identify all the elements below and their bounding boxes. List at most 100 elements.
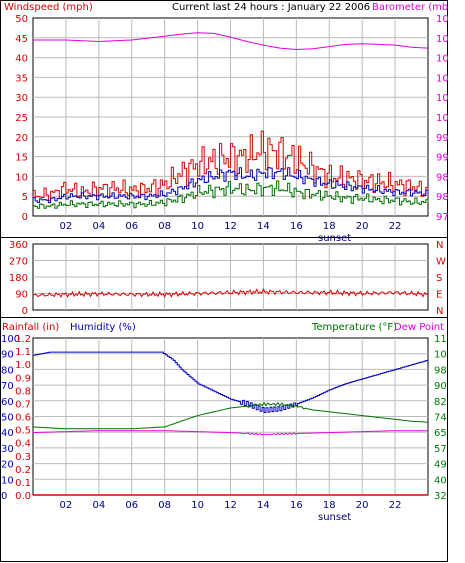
- p3-xtick: 18: [323, 500, 336, 511]
- p1-xtick: 06: [125, 221, 138, 232]
- p3-xtick: 04: [92, 500, 105, 511]
- p1-ytick-left: 15: [15, 153, 28, 164]
- p3-ytick-rain: 0.3: [15, 452, 31, 463]
- windspeed-axis-label: Windspeed (mph): [4, 2, 93, 13]
- panel-3-frame: [0, 317, 448, 562]
- p3-ytick-temp: 65: [434, 428, 447, 439]
- p1-xtick: 10: [191, 221, 204, 232]
- sunset-label-top: sunset: [318, 233, 351, 244]
- p1-series-blue: [33, 167, 429, 204]
- p1-ytick-left: 50: [15, 14, 28, 25]
- chart-title: Current last 24 hours : January 22 2006: [172, 2, 370, 13]
- p3-ytick-humidity: 70: [1, 381, 14, 392]
- p1-ytick-right: 991: [436, 153, 455, 164]
- p1-ytick-right: 975: [436, 212, 455, 223]
- p1-ytick-left: 0: [22, 212, 28, 223]
- p3-ytick-temp: 90: [434, 381, 447, 392]
- p2-series-wind-direction: [32, 288, 429, 298]
- p2-ytick-left: 90: [15, 290, 28, 301]
- p2-ytick-right: E: [436, 290, 442, 301]
- p3-ytick-temp: 82: [434, 397, 447, 408]
- p3-ytick-humidity: 60: [1, 397, 14, 408]
- p1-xtick: 02: [60, 221, 73, 232]
- p1-series-green: [33, 180, 429, 209]
- p2-ytick-right: S: [436, 273, 442, 284]
- p1-ytick-left: 5: [22, 192, 28, 203]
- p1-ytick-right: 997: [436, 133, 455, 144]
- p3-ytick-rain: 0.0: [15, 491, 31, 502]
- p3-xtick: 10: [191, 500, 204, 511]
- p2-ytick-right: W: [436, 257, 446, 268]
- p3-ytick-temp: 57: [434, 444, 447, 455]
- p3-ytick-humidity: 50: [1, 413, 14, 424]
- p3-series-humidity-blue: [33, 351, 429, 413]
- p3-ytick-rain: 0.4: [15, 439, 31, 450]
- p3-ytick-humidity: 0: [1, 491, 7, 502]
- p3-ytick-humidity: 40: [1, 428, 14, 439]
- temperature-axis-label: Temperature (°F): [311, 322, 397, 333]
- p3-ytick-humidity: 80: [1, 365, 14, 376]
- p3-ytick-humidity: 20: [1, 460, 14, 471]
- barometer-axis-label: Barometer (mb): [372, 2, 452, 13]
- p3-ytick-temp: 98: [434, 365, 447, 376]
- p1-xtick: 14: [257, 221, 270, 232]
- rainfall-axis-label: Rainfall (in): [2, 322, 59, 333]
- p3-ytick-temp: 32: [434, 491, 447, 502]
- p1-xtick: 22: [389, 221, 402, 232]
- p3-ytick-rain: 0.6: [15, 413, 31, 424]
- p3-ytick-temp: 107: [434, 350, 453, 361]
- p3-xtick: 14: [257, 500, 270, 511]
- p2-ytick-left: 270: [9, 257, 28, 268]
- p1-ytick-left: 10: [15, 172, 28, 183]
- p2-ytick-right: N: [436, 306, 443, 317]
- series-layer: [32, 32, 429, 496]
- p1-xtick: 12: [224, 221, 237, 232]
- p3-xtick: 12: [224, 500, 237, 511]
- sunset-label-bottom: sunset: [318, 512, 351, 523]
- p3-ytick-rain: 0.9: [15, 373, 31, 384]
- p1-xtick: 04: [92, 221, 105, 232]
- p1-ytick-left: 25: [15, 113, 28, 124]
- p3-ytick-humidity: 30: [1, 444, 14, 455]
- humidity-axis-label: Humidity (%): [70, 322, 136, 333]
- p1-xtick: 08: [158, 221, 171, 232]
- p3-ytick-rain: 0.7: [15, 399, 31, 410]
- p3-ytick-rain: 0.1: [15, 478, 31, 489]
- p3-ytick-humidity: 90: [1, 350, 14, 361]
- p3-xtick: 20: [356, 500, 369, 511]
- p1-ytick-left: 40: [15, 54, 28, 65]
- p3-ytick-rain: 1.0: [15, 360, 31, 371]
- p1-ytick-left: 45: [15, 34, 28, 45]
- p3-xtick: 08: [158, 500, 171, 511]
- p3-ytick-rain: 0.8: [15, 386, 31, 397]
- p3-xtick: 06: [125, 500, 138, 511]
- p1-ytick-right: 980: [436, 192, 455, 203]
- p3-ytick-temp: 74: [434, 413, 447, 424]
- p1-xtick: 20: [356, 221, 369, 232]
- p1-xtick: 16: [290, 221, 303, 232]
- p3-ytick-rain: 1.2: [15, 334, 31, 345]
- window-right-edge: [448, 0, 465, 563]
- p3-xtick: 16: [290, 500, 303, 511]
- p3-ytick-rain: 0.5: [15, 426, 31, 437]
- p1-ytick-left: 35: [15, 73, 28, 84]
- grid-layer: [33, 18, 428, 495]
- p2-ytick-left: 360: [9, 240, 28, 251]
- tick-layer: 0510152025303540455097598098699199710021…: [1, 14, 461, 511]
- dewpoint-axis-label: Dew Point: [394, 322, 444, 333]
- p1-xtick: 18: [323, 221, 336, 232]
- p3-ytick-humidity: 100: [1, 334, 20, 345]
- p1-ytick-right: 986: [436, 172, 455, 183]
- p3-ytick-temp: 49: [434, 460, 447, 471]
- p2-ytick-left: 0: [22, 306, 28, 317]
- p1-ytick-left: 20: [15, 133, 28, 144]
- p2-ytick-right: N: [436, 240, 443, 251]
- p2-ytick-left: 180: [9, 273, 28, 284]
- p3-series-temp-magenta: [32, 430, 428, 436]
- p3-ytick-temp: 40: [434, 475, 447, 486]
- p3-ytick-humidity: 10: [1, 475, 14, 486]
- p3-ytick-temp: 115: [434, 334, 453, 345]
- p1-ytick-left: 30: [15, 93, 28, 104]
